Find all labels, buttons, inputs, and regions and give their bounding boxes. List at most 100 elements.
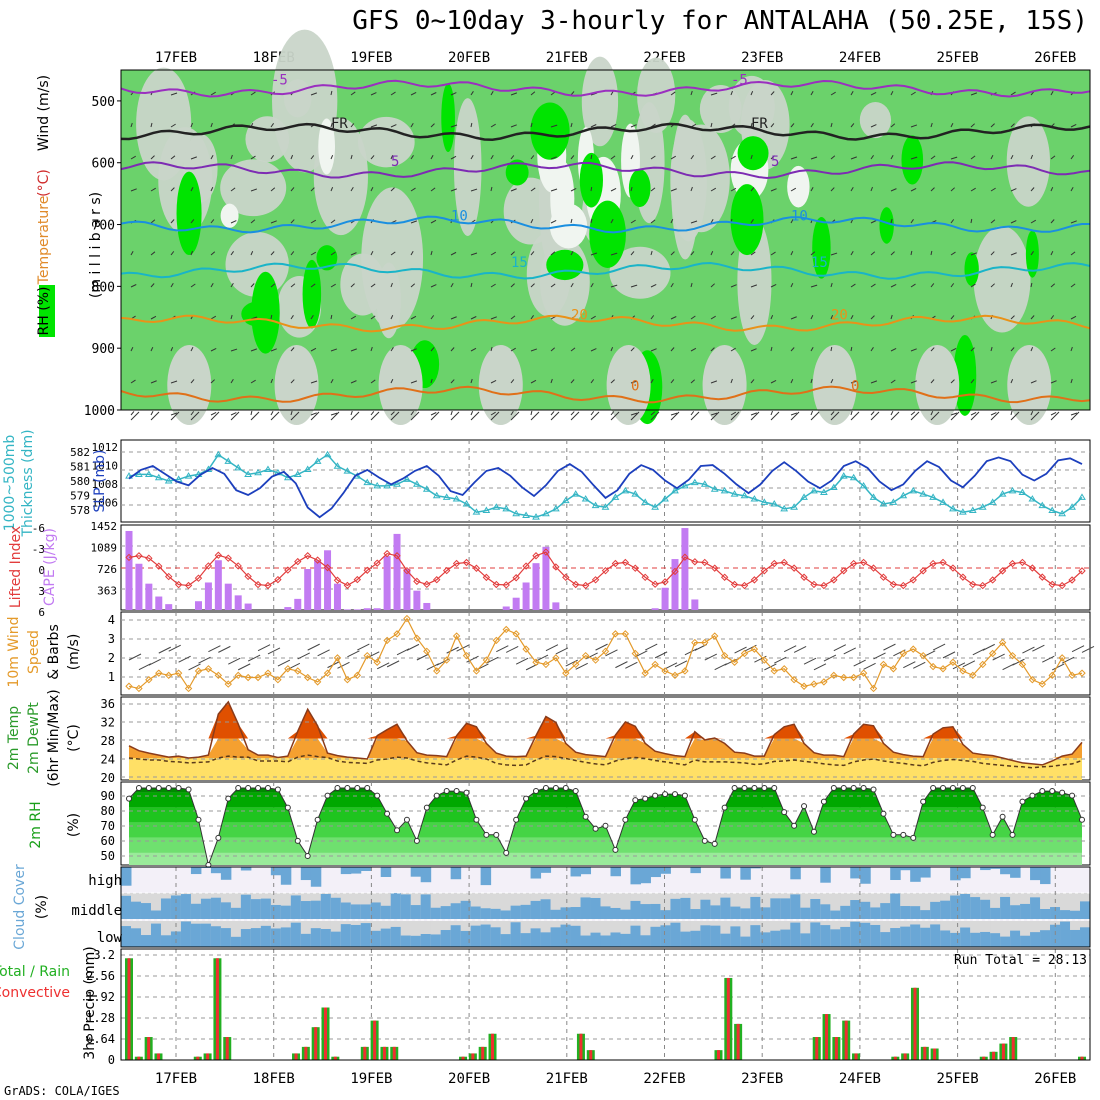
contour-label: -5 [271,73,288,89]
thickness-marker [859,481,868,489]
wind-barb [590,283,594,288]
cloud-low-bg [430,921,442,947]
wind-barb [506,645,519,653]
cloud-high-bar [280,867,292,885]
precip-convective-bar [491,1033,495,1060]
wind-barb [130,155,136,160]
thickness-marker [998,490,1007,497]
lifted-index-marker [889,580,898,589]
wind-barb [450,379,455,384]
precip-convective-bar [825,1014,829,1060]
wind-speed-marker [472,667,481,675]
wind-barb [218,645,231,653]
wind-barb [1010,123,1015,128]
cape-bar [532,563,540,610]
cloud-low-bar [1020,935,1031,947]
wind-barb [890,411,900,421]
wind-barb [810,186,814,192]
wind-barb [990,380,997,384]
lifted-index-marker [502,581,510,589]
wind-barb [950,412,958,416]
wind-barb [390,411,400,421]
cloud-low-bar [730,926,741,947]
cloud-middle-bg [740,893,751,919]
wind-barb [990,411,1000,421]
thickness-marker [214,450,223,458]
rh-moist-region [579,152,603,208]
cloud-low-bar [330,931,342,947]
rh-marker [642,795,649,802]
cloud-high-bar [630,867,641,885]
wind-barb [970,411,977,416]
wind-speed-marker [611,630,620,638]
cloud-high-bar [300,867,312,881]
rh-marker [334,785,341,792]
thickness-marker [144,470,153,477]
wind-barb [870,347,874,352]
wind-barb [990,412,997,416]
thickness-marker [571,490,580,497]
rh-dry-region [915,345,960,425]
date-label-bottom: 17FEB [155,1071,197,1087]
cloud-low-bar [890,928,901,947]
contour-label: 10 [791,209,808,225]
rh-band [129,852,1082,865]
lifted-index-marker [413,577,421,586]
wind-barb [510,379,515,384]
wind-barb [870,186,873,192]
cloud-middle-bar [820,904,831,919]
rh-moist-region [176,171,202,256]
wind-barb [150,410,154,416]
wind-barb [490,379,497,384]
rh-marker [870,786,877,793]
wind-barb [1070,124,1077,128]
precip-convective-bar [913,987,917,1060]
wind-barb [450,188,457,192]
cloud-low-bar [160,935,172,947]
cloud-low-bar [500,934,512,947]
cape-tick: 1089 [91,542,118,555]
wind-barb [650,187,656,192]
precip-convective-bar [834,1037,838,1060]
cloud-high-bar [640,867,651,884]
wind-barb [470,91,474,96]
wind-speed-marker [621,630,630,638]
wind-barb [704,653,717,661]
wind-barb [270,410,274,416]
wind-barb [750,284,758,288]
wind-barb [370,92,377,96]
wind-barb [178,655,191,663]
wind-barb [910,283,916,288]
wind-barb [250,155,256,160]
cloud-low-bar [680,931,691,947]
thickness-marker [482,506,491,514]
wind-barb [446,646,459,654]
cloud-low-bar [130,928,142,947]
rh-very-dry-region [318,118,336,175]
rh-marker [552,785,559,792]
temp-axis-label: 2m Temp [6,706,22,770]
cloud-high-bar [860,867,871,884]
cloud-middle-bar [450,903,462,919]
wind-barb [710,155,716,160]
rh-moist-region [505,159,529,186]
wind-barb [870,315,875,320]
precip-axis-label: 3hr Precip (mm) [82,946,98,1059]
wind-barb [664,662,678,670]
wind-barb [710,250,714,256]
precip-convective-bar [716,1050,720,1060]
wind-barb [830,122,833,128]
wind-barb [270,187,276,192]
cloud-high-bar [740,867,751,880]
wind-barb [1070,378,1073,384]
wind-barb [250,379,256,384]
rh-legend-swatch [39,285,55,337]
cloud-low-bar [490,927,502,947]
precip-panel-frame [120,948,1091,1061]
wind-barb [410,283,416,288]
wind-barb [850,123,855,128]
wind-barb [150,122,153,128]
rh-marker [314,816,321,823]
rh-moist-region [1025,230,1039,278]
wind-barb [670,347,675,352]
